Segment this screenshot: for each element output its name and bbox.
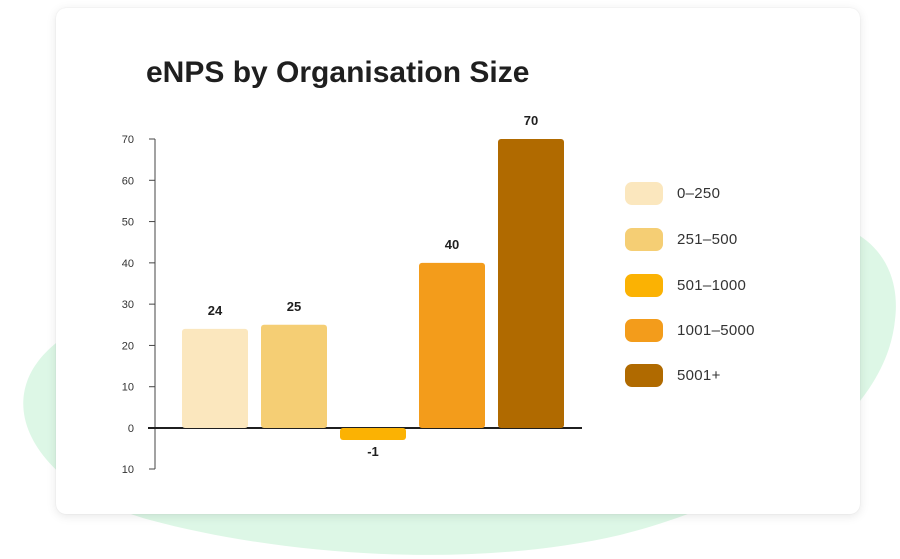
data-labels: 24 25 -1 40 70: [208, 113, 538, 459]
bar-5001+: [498, 139, 564, 428]
legend-item: 0–250: [625, 182, 720, 205]
legend-swatch: [625, 182, 663, 205]
data-label: 70: [524, 113, 538, 128]
legend-item: 5001+: [625, 364, 721, 387]
bar-501-1000: [340, 428, 406, 440]
legend-label: 5001+: [677, 367, 721, 384]
y-tick-label: 40: [122, 258, 134, 270]
y-tick-label: 70: [122, 134, 134, 146]
bars: [182, 139, 564, 440]
y-tick-label: 10: [122, 382, 134, 394]
y-tick-label: 60: [122, 175, 134, 187]
data-label: 25: [287, 299, 301, 314]
y-tick-label: 30: [122, 299, 134, 311]
chart-card: [56, 8, 860, 514]
y-tick-label: 50: [122, 217, 134, 229]
y-tick-label: 20: [122, 340, 134, 352]
legend-swatch: [625, 274, 663, 297]
bar-251-500: [261, 324, 327, 428]
chart-title: eNPS by Organisation Size: [146, 56, 530, 89]
legend-item: 251–500: [625, 228, 738, 251]
legend-swatch: [625, 319, 663, 342]
y-tick-label: 0: [128, 423, 134, 435]
data-label: 24: [208, 303, 223, 318]
legend-item: 1001–5000: [625, 319, 755, 342]
bar-1001-5000: [419, 262, 485, 428]
legend-swatch: [625, 364, 663, 387]
y-tick-label: 10: [122, 464, 134, 476]
legend-swatch: [625, 228, 663, 251]
legend-label: 1001–5000: [677, 322, 755, 339]
data-label: 40: [445, 237, 459, 252]
data-label: -1: [367, 444, 379, 459]
legend-label: 251–500: [677, 231, 738, 248]
bar-0-250: [182, 328, 248, 428]
legend-label: 501–1000: [677, 277, 747, 294]
legend-item: 501–1000: [625, 274, 746, 297]
legend-label: 0–250: [677, 185, 721, 202]
